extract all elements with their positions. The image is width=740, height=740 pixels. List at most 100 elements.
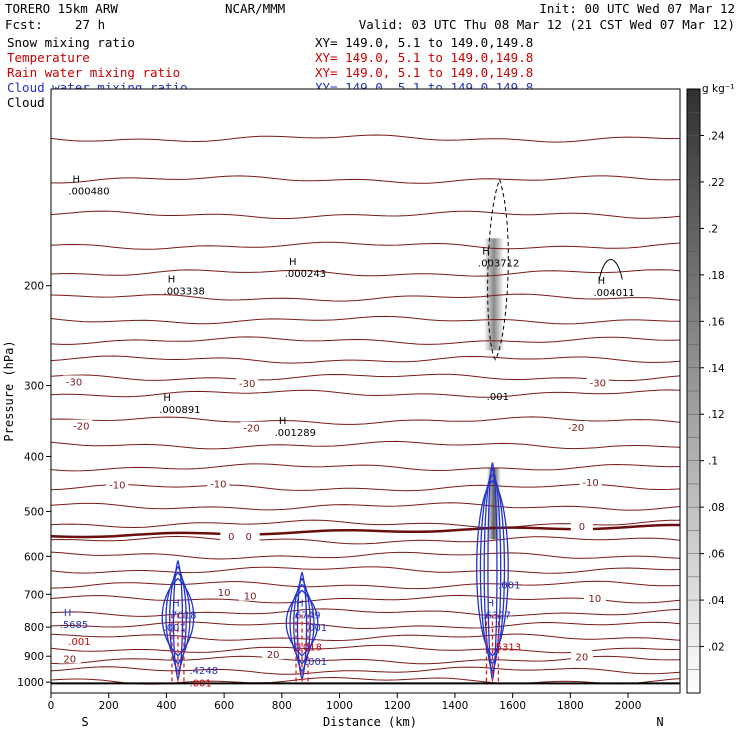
x-tick-label: 0 <box>48 700 55 712</box>
isotherm-label: 0 <box>245 532 251 543</box>
isotherm <box>50 608 681 617</box>
isotherm-label: 0 <box>579 522 585 533</box>
isotherm <box>50 389 681 398</box>
isotherm <box>50 373 681 382</box>
contour-label: .1018 <box>293 643 322 654</box>
temperature-contours <box>50 134 681 685</box>
extremum-value: .000891 <box>159 405 200 416</box>
label-bg <box>565 421 588 433</box>
extremum-value: .003712 <box>478 258 519 269</box>
label-bg <box>237 530 260 542</box>
isotherm <box>50 175 681 184</box>
colorbar-tick-label: .24 <box>708 130 725 142</box>
y-tick-label: 600 <box>24 551 44 563</box>
label-bg <box>239 589 262 601</box>
forecast-hour: 27 h <box>75 17 105 32</box>
x-start-label: S <box>81 715 88 729</box>
isotherm <box>50 241 681 250</box>
label-bg <box>63 375 86 387</box>
model-title: TORERO 15km ARW <box>5 1 118 16</box>
contour-label: .001 <box>305 623 327 634</box>
isotherm-label: -20 <box>243 424 259 435</box>
isotherm <box>50 535 681 545</box>
snow-contours <box>487 179 623 361</box>
isotherm <box>50 621 681 630</box>
y-tick-label: 500 <box>24 506 44 518</box>
cloud-water-contour <box>476 480 509 657</box>
x-tick-label: 1200 <box>384 700 411 712</box>
extremum-mark: H <box>73 175 81 186</box>
extremum-value: .5685 <box>60 620 89 631</box>
isotherm-label: -20 <box>568 423 584 434</box>
x-tick-label: 1600 <box>499 700 526 712</box>
label-bg <box>240 421 263 433</box>
x-tick-label: 400 <box>156 700 176 712</box>
legend-entry: Rain water mixing ratio <box>7 65 180 80</box>
x-tick-label: 800 <box>272 700 292 712</box>
isotherm <box>50 502 681 511</box>
isotherm <box>50 269 681 277</box>
label-bg <box>213 586 236 598</box>
isotherm <box>50 633 681 642</box>
extremum-mark: H <box>487 599 495 610</box>
isotherm-label: -30 <box>239 379 255 390</box>
isotherm-label: 10 <box>589 594 602 605</box>
org-label: NCAR/MMM <box>225 1 285 16</box>
x-tick-label: 1400 <box>442 700 469 712</box>
extremum-value: .000243 <box>285 269 326 280</box>
extremum-mark: H <box>289 257 297 268</box>
extremum-mark: H <box>598 276 606 287</box>
colorbar-tick-label: .04 <box>708 595 725 607</box>
plot-area: H.000480H.003338H.000243H.003712H.004011… <box>50 88 681 694</box>
x-axis-label: Distance (km) <box>323 715 417 729</box>
x-axis: 0 200 400 600 800 1000 1200 1400 1600 1800 2000 <box>48 693 642 712</box>
x-tick-label: 2000 <box>615 700 642 712</box>
colorbar-tick-label: .02 <box>708 642 725 654</box>
colorbar-tick-label: .06 <box>708 549 725 561</box>
label-bg <box>58 652 81 664</box>
isotherm-label: -10 <box>109 480 125 491</box>
label-bg <box>579 476 602 488</box>
x-tick-label: 200 <box>99 700 119 712</box>
isotherm <box>50 315 681 325</box>
contour-label: .001 <box>68 637 90 648</box>
isotherm <box>50 580 681 590</box>
extremum-value: .001289 <box>275 428 316 439</box>
y-tick-label: 200 <box>24 281 44 293</box>
extremum-value: .6327 <box>482 611 511 622</box>
contour-label: .001 <box>305 657 327 668</box>
label-bg <box>220 530 243 542</box>
colorbar-tick-label: .08 <box>708 502 725 514</box>
extremum-value: .003338 <box>164 287 205 298</box>
extremum-mark: H <box>168 275 176 286</box>
colorbar-tick-label: .12 <box>708 409 725 421</box>
isotherm <box>50 440 681 450</box>
legend-entry: Temperature <box>7 50 90 65</box>
extremum-value: .004011 <box>593 288 634 299</box>
x-tick-label: 1800 <box>557 700 584 712</box>
xsection-spec: XY= 149.0, 5.1 to 149.0,149.8 <box>315 65 533 80</box>
extremum-mark: H <box>172 599 180 610</box>
extremum-mark: H <box>163 393 171 404</box>
isotherm <box>50 666 681 675</box>
colorbar-tick-label: .18 <box>708 270 725 282</box>
extremum-value: .6749 <box>292 611 321 622</box>
isotherm <box>50 463 681 472</box>
contour-label: .001 <box>189 679 211 690</box>
isotherm <box>50 210 681 220</box>
contour-label: .5313 <box>492 643 521 654</box>
isotherm <box>50 551 681 560</box>
contour-label: .001 <box>164 623 186 634</box>
valid-time: Valid: 03 UTC Thu 08 Mar 12 (21 CST Wed … <box>359 17 735 32</box>
colorbar-tick-label: .2 <box>708 223 718 235</box>
xsection-spec: XY= 149.0, 5.1 to 149.0,149.8 <box>315 50 533 65</box>
x-end-label: N <box>656 715 663 729</box>
label-bg <box>570 650 593 662</box>
cloud-water-contour <box>161 577 195 657</box>
label-bg <box>106 478 129 490</box>
y-tick-label: 700 <box>24 589 44 601</box>
isotherm-label: -20 <box>73 422 89 433</box>
cloud-water-contour <box>285 589 319 657</box>
isotherm <box>50 416 681 425</box>
isotherm-label: 10 <box>244 592 257 603</box>
